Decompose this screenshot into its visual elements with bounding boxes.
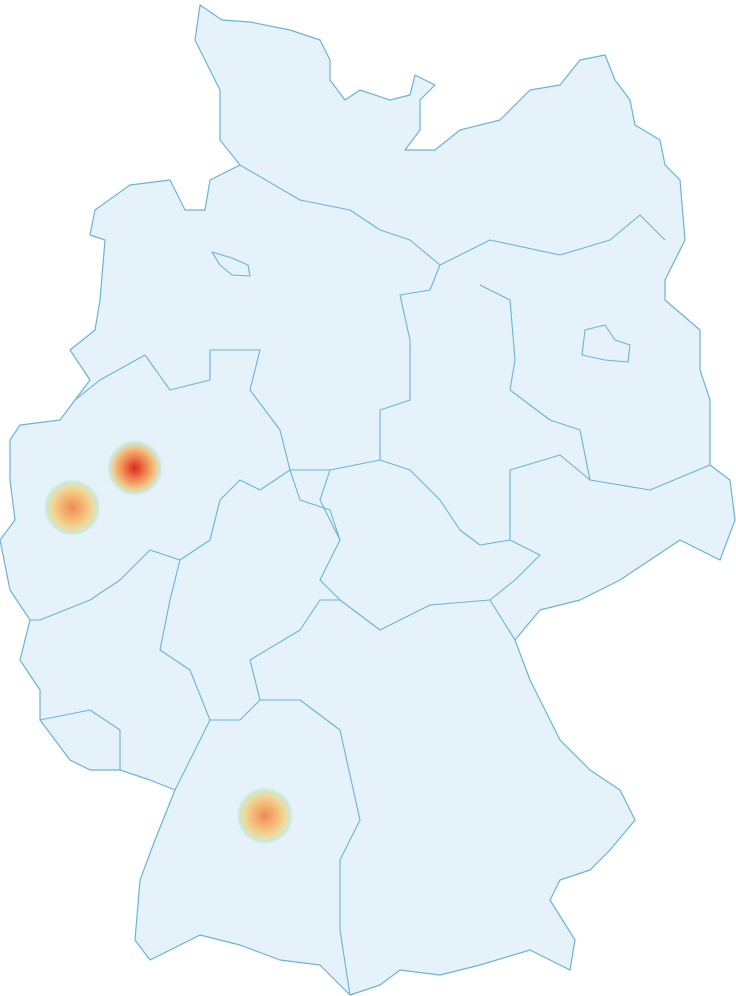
heat-point-1 [105, 438, 164, 497]
heat-point-2 [43, 478, 102, 537]
state-borders [30, 164, 711, 996]
heatmap-layer [43, 438, 294, 845]
border-hessen-east [289, 469, 341, 541]
border-niedersachsen-east [379, 264, 441, 460]
border-brandenburg [479, 284, 711, 491]
border-saarland [39, 709, 121, 770]
border-thuringia-south [319, 459, 491, 631]
country-outline [0, 4, 736, 996]
border-hessen-south [159, 559, 340, 721]
border-saxony-west [489, 454, 591, 641]
border-rlp-bw [174, 719, 211, 791]
border-berlin [581, 324, 631, 363]
border-bremen [211, 251, 251, 277]
border-saxony-anhalt-south [379, 459, 511, 546]
heat-point-3 [235, 786, 294, 845]
border-schleswig-holstein [239, 164, 411, 241]
border-nrw [30, 349, 291, 621]
border-bw-bavaria [260, 699, 361, 996]
